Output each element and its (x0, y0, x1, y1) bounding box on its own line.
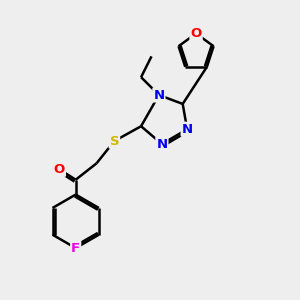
Text: F: F (71, 242, 80, 255)
Text: O: O (190, 27, 202, 40)
Text: N: N (182, 123, 193, 136)
Text: O: O (54, 163, 65, 176)
Text: S: S (110, 135, 119, 148)
Text: N: N (153, 88, 164, 101)
Text: N: N (156, 138, 167, 151)
